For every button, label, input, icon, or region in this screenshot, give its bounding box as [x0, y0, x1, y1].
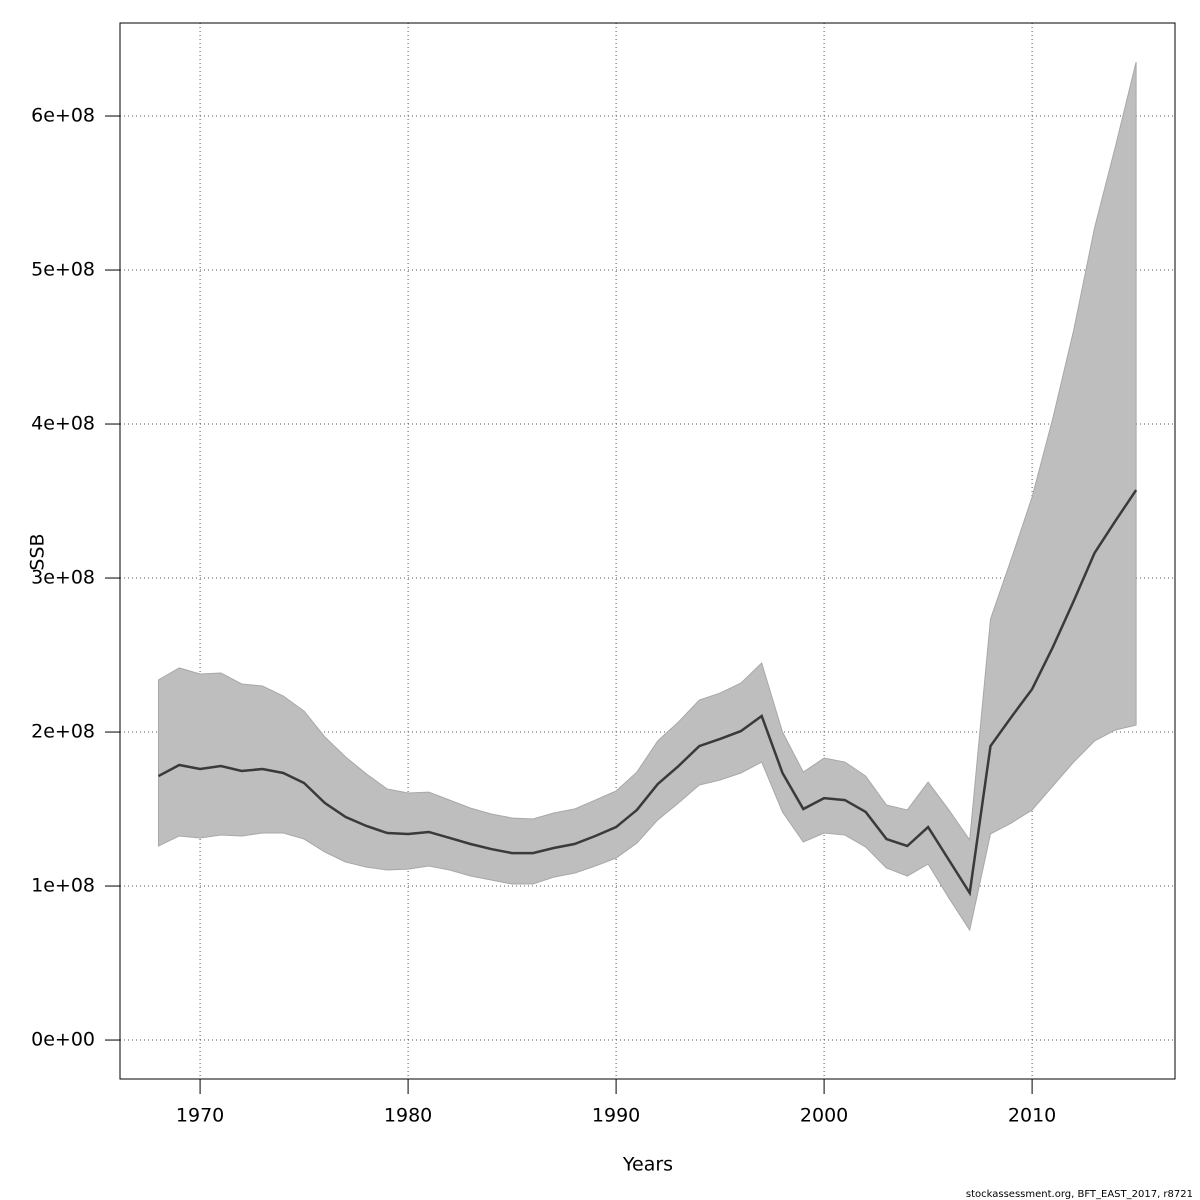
x-tick-label: 1990: [592, 1105, 640, 1127]
y-tick-label: 2e+08: [31, 721, 95, 743]
x-tick-label: 1980: [384, 1105, 432, 1127]
y-tick-label: 6e+08: [31, 105, 95, 127]
plot-frame: [119, 22, 1176, 1080]
y-tick-label: 4e+08: [31, 413, 95, 435]
y-tick-label: 5e+08: [31, 259, 95, 281]
x-tick-label: 2000: [800, 1105, 848, 1127]
y-tick-label: 1e+08: [31, 875, 95, 897]
x-tick-label: 2010: [1008, 1105, 1056, 1127]
x-tick-label: 1970: [176, 1105, 224, 1127]
footer: stockassessment.org, BFT_EAST_2017, r872…: [966, 1189, 1193, 1200]
y-tick-label: 3e+08: [31, 567, 95, 589]
x-axis-label: Years: [622, 1154, 673, 1176]
ssb-line: [157, 489, 1138, 897]
confidence-band: [157, 61, 1137, 932]
y-tick-label: 0e+00: [31, 1029, 95, 1051]
y-axis-label: SSB: [27, 533, 49, 570]
